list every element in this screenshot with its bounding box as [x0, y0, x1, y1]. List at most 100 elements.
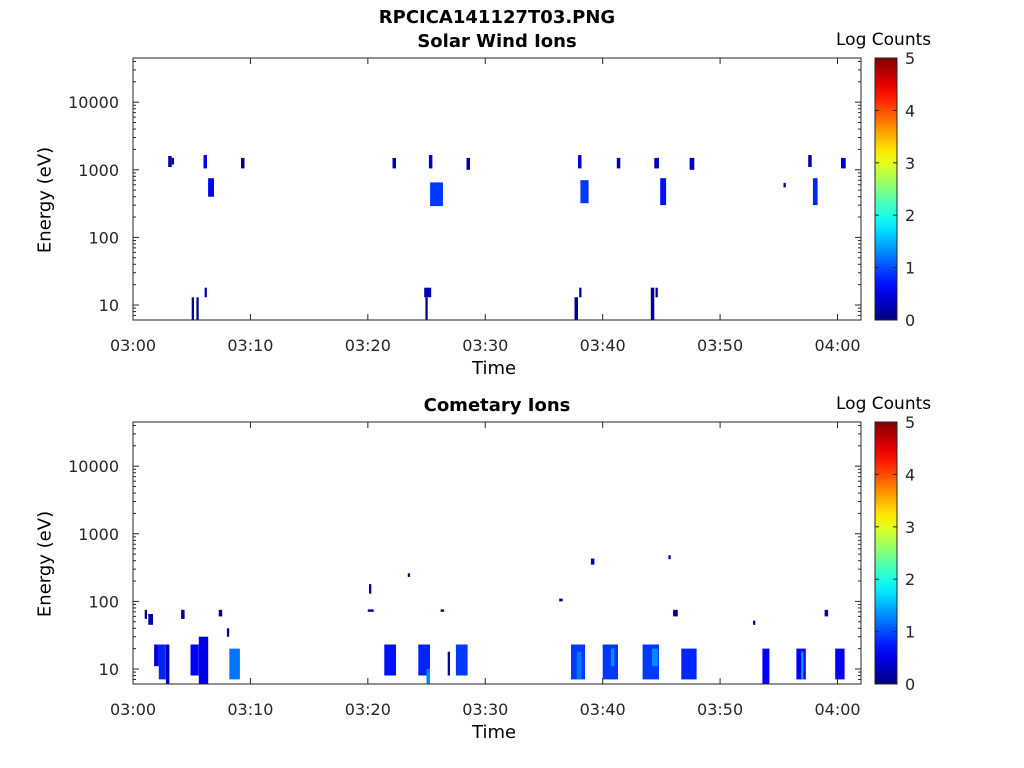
heatmap-cell — [579, 287, 582, 298]
panel-2: 03:00 03:10 03:20 03:30 03:40 03:50 04:0010100… — [68, 413, 915, 719]
heatmap-cell — [616, 157, 621, 169]
heatmap-cell — [165, 644, 170, 684]
heatmap-cell — [455, 644, 468, 676]
heatmap-cell — [574, 297, 578, 320]
heatmap-cell — [426, 669, 430, 684]
heatmap-cell — [226, 628, 230, 637]
x-tick-label: 03:50 — [697, 700, 743, 719]
colorbar-frame — [874, 421, 898, 685]
figure-title: RPCICA141127T03.PNG — [378, 7, 616, 28]
heatmap-cell — [801, 651, 804, 680]
heatmap-cell — [148, 614, 153, 625]
heatmap-cell — [428, 155, 433, 169]
x-tick-label: 03:10 — [227, 336, 273, 355]
colorbar — [875, 422, 897, 684]
x-tick-label: 04:00 — [814, 336, 860, 355]
heatmap-cell — [602, 644, 618, 680]
y-tick-label: 10 — [99, 660, 119, 679]
heatmap-cell — [440, 609, 445, 612]
x-tick-label: 03:00 — [110, 700, 156, 719]
heatmap-cell — [580, 180, 589, 204]
heatmap-cell — [424, 287, 432, 298]
heatmap-cell — [668, 555, 671, 560]
heatmap-cell — [576, 651, 582, 680]
plot-frame — [132, 57, 862, 321]
panel2-title: Cometary Ions — [423, 395, 571, 416]
heatmap-cell — [762, 648, 770, 684]
heatmap-cell — [812, 178, 818, 206]
heatmap-cell — [241, 157, 245, 169]
y-tick-label: 1000 — [78, 525, 119, 544]
panel2-x-axis-label: Time — [472, 722, 517, 743]
heatmap-cell — [808, 155, 812, 167]
heatmap-cell — [590, 558, 595, 565]
heatmap-cell — [447, 651, 450, 676]
x-tick-label: 03:20 — [345, 700, 391, 719]
colorbar-tick-label: 2 — [905, 206, 915, 225]
colorbar-tick-label: 4 — [905, 101, 915, 120]
heatmap-cell — [689, 157, 695, 170]
x-tick-label: 03:10 — [227, 700, 273, 719]
heatmap-cell — [466, 157, 470, 170]
heatmap-cell — [418, 644, 430, 676]
y-tick-label: 100 — [88, 592, 119, 611]
y-tick-label: 10000 — [68, 457, 119, 476]
heatmap-cell — [204, 287, 207, 298]
heatmap-cell — [654, 157, 659, 169]
x-tick-label: 04:00 — [814, 700, 860, 719]
colorbar-tick-label: 0 — [905, 675, 915, 694]
colorbar-tick-label: 3 — [905, 154, 915, 173]
panel1-colorbar-label: Log Counts — [836, 30, 932, 50]
panel2-colorbar-label: Log Counts — [836, 394, 932, 414]
x-tick-label: 03:30 — [462, 700, 508, 719]
heatmap-cell — [753, 620, 756, 625]
colorbar — [875, 58, 897, 320]
y-tick-label: 1000 — [78, 161, 119, 180]
heatmap-cell — [660, 178, 667, 206]
heatmap-cell — [681, 648, 697, 680]
plot-area — [133, 58, 861, 320]
heatmap-cell — [783, 182, 786, 188]
x-tick-label: 03:50 — [697, 336, 743, 355]
colorbar-tick-label: 3 — [905, 518, 915, 537]
heatmap-cell — [835, 648, 845, 680]
heatmap-cell — [144, 609, 147, 619]
y-tick-label: 10000 — [68, 93, 119, 112]
heatmap-cell — [203, 155, 207, 169]
colorbar-tick-label: 5 — [905, 49, 915, 68]
heatmap-cell — [171, 157, 174, 165]
panel-1: 03:00 03:10 03:20 03:30 03:40 03:50 04:0010100… — [68, 49, 915, 355]
colorbar-frame — [874, 57, 898, 321]
heatmap-cell — [392, 157, 396, 169]
heatmap-cell — [407, 573, 411, 577]
y-tick-label: 10 — [99, 296, 119, 315]
heatmap-cell — [655, 287, 658, 298]
colorbar-tick-label: 2 — [905, 570, 915, 589]
x-tick-label: 03:40 — [580, 700, 626, 719]
panel1-x-axis-label: Time — [472, 358, 517, 379]
heatmap-cell — [430, 182, 443, 207]
plot-area — [133, 422, 861, 684]
heatmap-cell — [198, 636, 209, 684]
heatmap-cell — [824, 609, 829, 617]
x-tick-label: 03:20 — [345, 336, 391, 355]
heatmap-cell — [190, 644, 199, 676]
heatmap-cell — [384, 644, 396, 676]
heatmap-cell — [158, 644, 166, 680]
plot-frame — [132, 421, 862, 685]
x-tick-label: 03:40 — [580, 336, 626, 355]
heatmap-cell — [559, 598, 563, 602]
y-tick-label: 100 — [88, 228, 119, 247]
heatmap-cell — [652, 648, 658, 667]
colorbar-tick-label: 4 — [905, 465, 915, 484]
x-tick-label: 03:00 — [110, 336, 156, 355]
heatmap-cell — [168, 156, 172, 167]
colorbar-tick-label: 1 — [905, 623, 915, 642]
heatmap-cell — [154, 644, 159, 667]
heatmap-cell — [673, 609, 678, 617]
heatmap-cell — [208, 178, 214, 197]
heatmap-cell — [841, 157, 846, 169]
colorbar-tick-label: 1 — [905, 259, 915, 278]
panel1-title: Solar Wind Ions — [417, 31, 577, 52]
